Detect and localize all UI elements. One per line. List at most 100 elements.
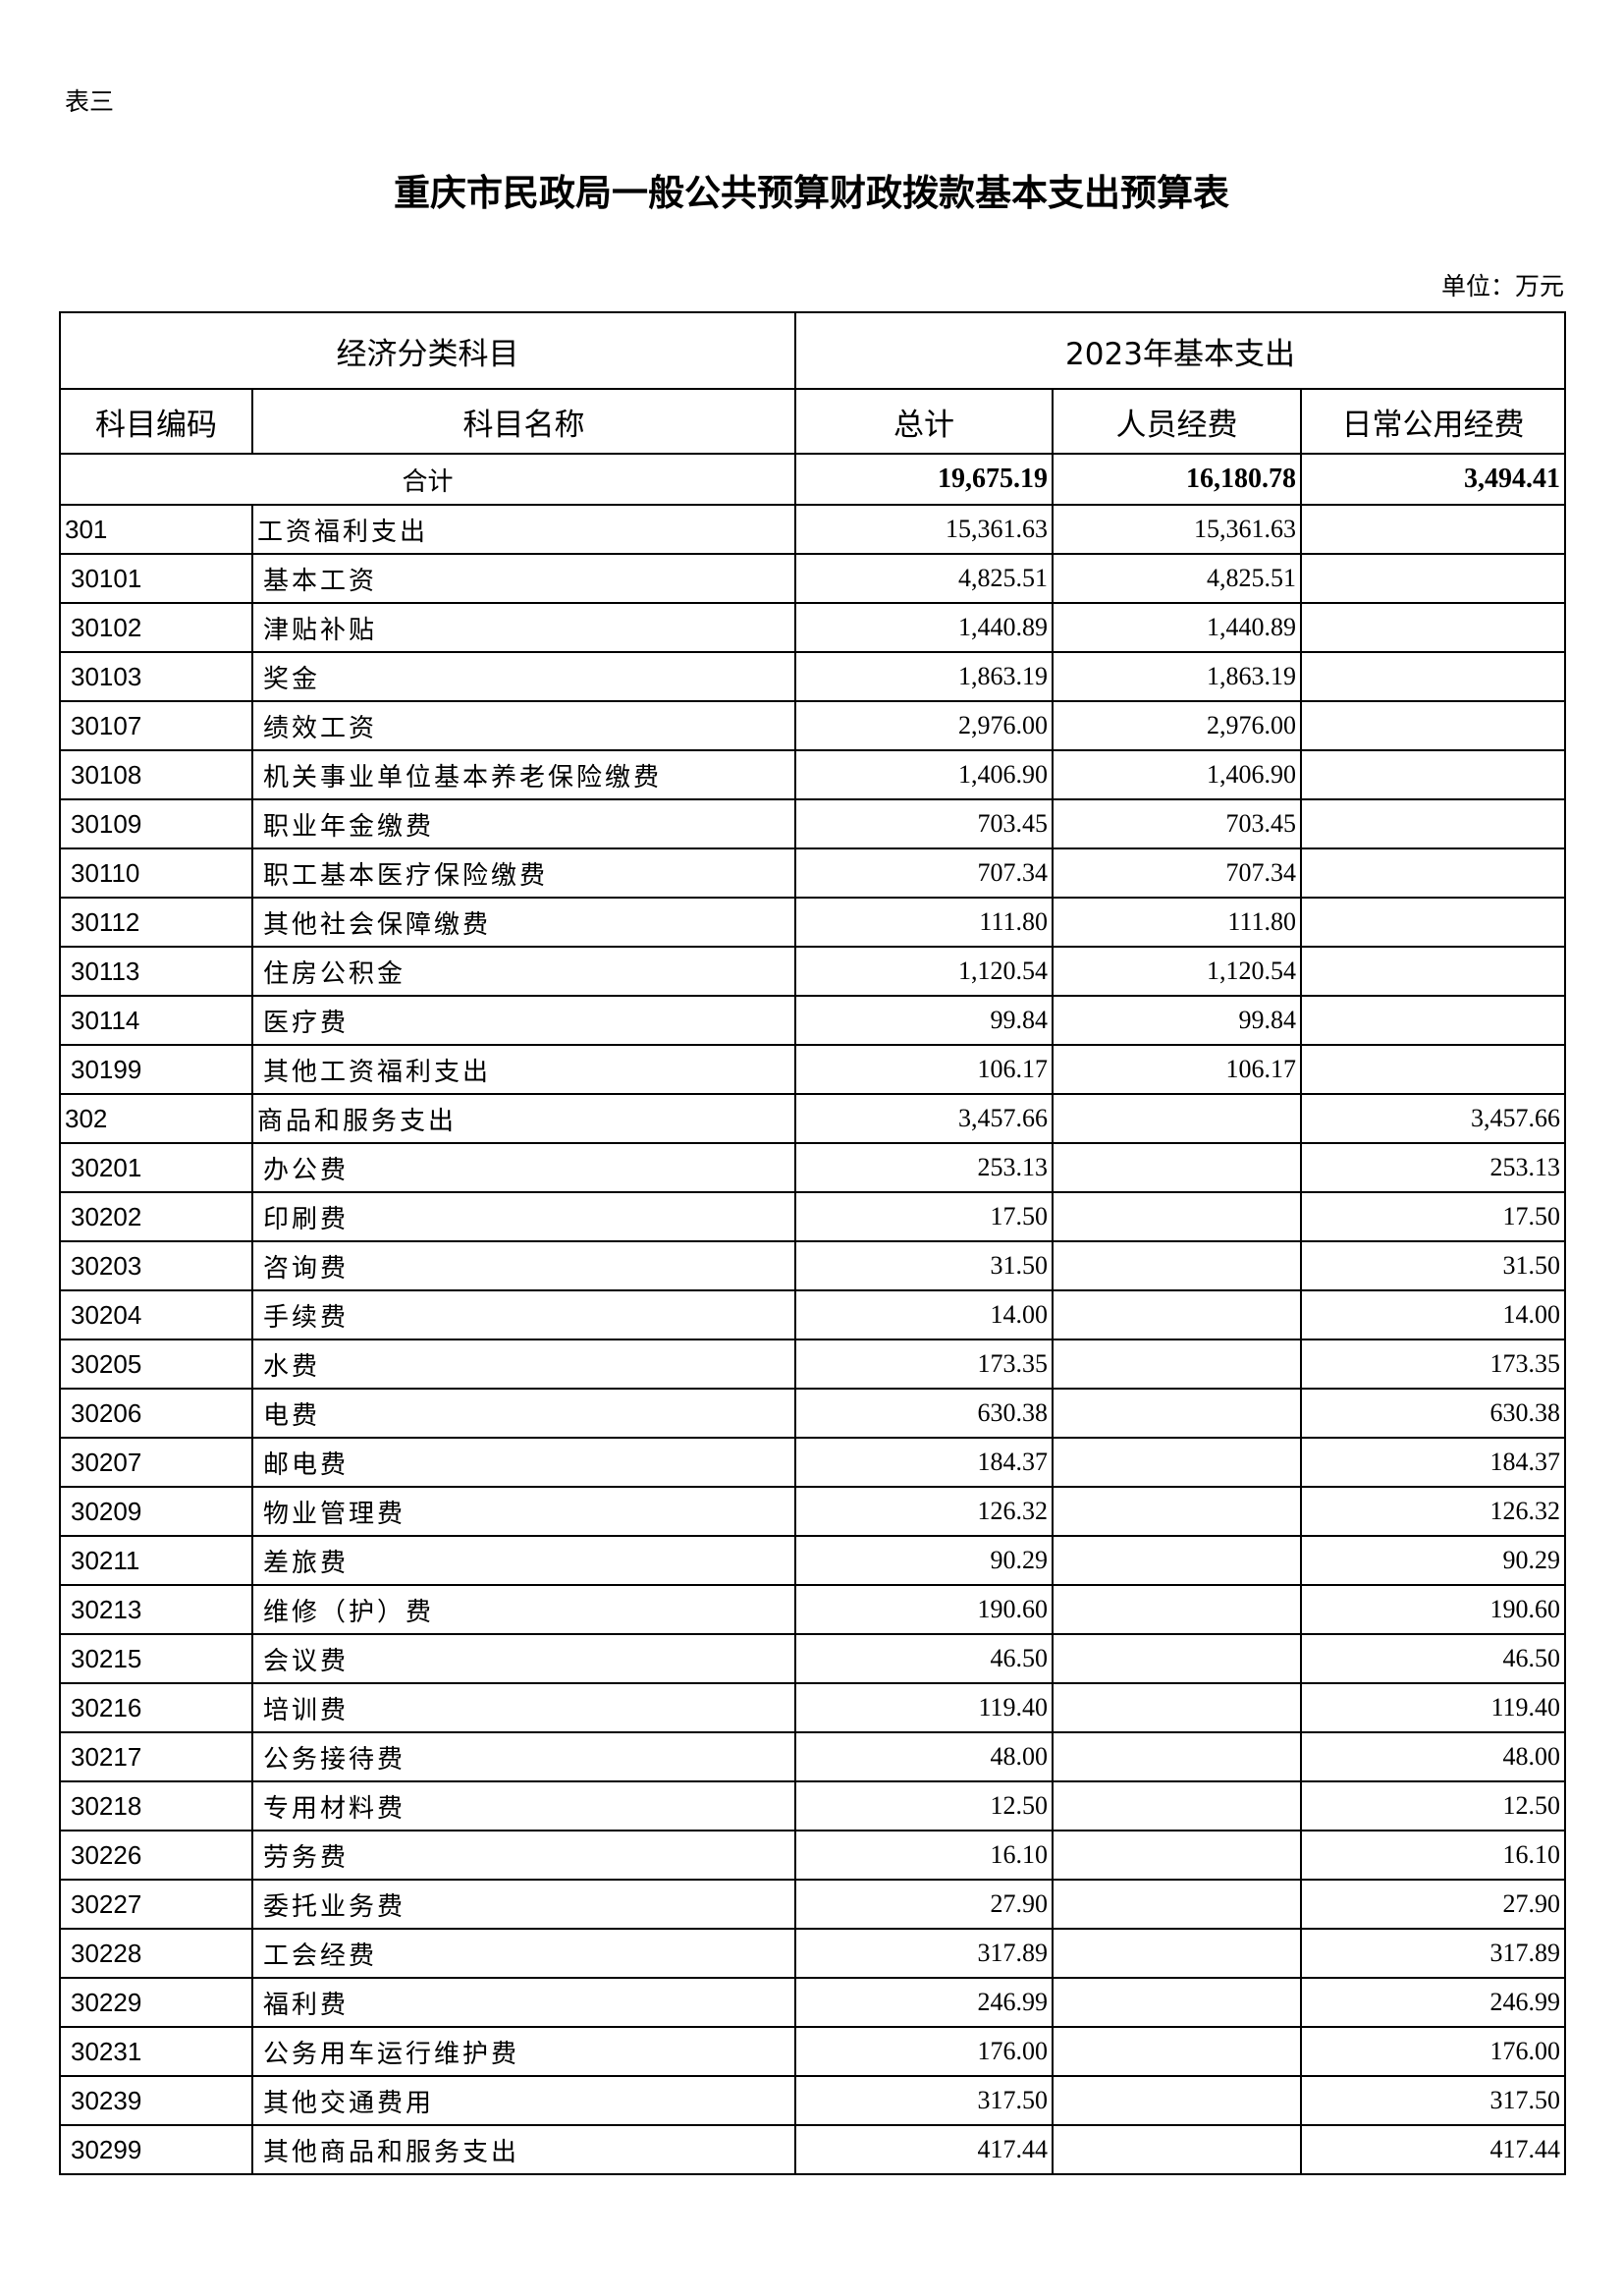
cell-public: 12.50 <box>1299 1780 1567 1831</box>
cell-total: 707.34 <box>794 847 1054 899</box>
cell-personnel <box>1052 1682 1302 1733</box>
table-row: 30112 其他社会保障缴费 111.80 111.80 <box>59 897 1567 948</box>
cell-code: 30114 <box>59 995 253 1046</box>
cell-public: 27.90 <box>1299 1879 1567 1930</box>
cell-public: 126.32 <box>1299 1486 1567 1537</box>
cell-code: 30201 <box>59 1142 253 1193</box>
cell-total: 253.13 <box>794 1142 1054 1193</box>
table-row: 30113 住房公积金 1,120.54 1,120.54 <box>59 946 1567 997</box>
cell-code: 30215 <box>59 1633 253 1684</box>
cell-personnel: 703.45 <box>1052 798 1302 849</box>
cell-personnel <box>1052 1633 1302 1684</box>
cell-total: 16.10 <box>794 1830 1054 1881</box>
cell-total: 1,120.54 <box>794 946 1054 997</box>
cell-name: 工资福利支出 <box>251 504 796 555</box>
cell-total: 246.99 <box>794 1977 1054 2028</box>
cell-name: 其他商品和服务支出 <box>251 2124 796 2175</box>
cell-code: 30110 <box>59 847 253 899</box>
table-row: 30239 其他交通费用 317.50 317.50 <box>59 2075 1567 2126</box>
cell-code: 30204 <box>59 1289 253 1340</box>
table-row: 30201 办公费 253.13 253.13 <box>59 1142 1567 1193</box>
cell-public <box>1299 995 1567 1046</box>
cell-personnel <box>1052 1142 1302 1193</box>
cell-personnel <box>1052 1240 1302 1291</box>
cell-public: 46.50 <box>1299 1633 1567 1684</box>
table-row: 30226 劳务费 16.10 16.10 <box>59 1830 1567 1881</box>
cell-personnel: 707.34 <box>1052 847 1302 899</box>
cell-public: 246.99 <box>1299 1977 1567 2028</box>
cell-total: 190.60 <box>794 1584 1054 1635</box>
cell-public: 176.00 <box>1299 2026 1567 2077</box>
table-row: 30205 水费 173.35 173.35 <box>59 1339 1567 1390</box>
cell-code: 30103 <box>59 651 253 702</box>
cell-code: 30202 <box>59 1191 253 1242</box>
cell-name: 手续费 <box>251 1289 796 1340</box>
cell-total: 31.50 <box>794 1240 1054 1291</box>
cell-code: 301 <box>59 504 253 555</box>
cell-personnel <box>1052 2026 1302 2077</box>
table-row: 30216 培训费 119.40 119.40 <box>59 1682 1567 1733</box>
cell-name: 咨询费 <box>251 1240 796 1291</box>
table-row: 302 商品和服务支出 3,457.66 3,457.66 <box>59 1093 1567 1144</box>
cell-total: 317.50 <box>794 2075 1054 2126</box>
cell-public: 317.50 <box>1299 2075 1567 2126</box>
cell-public: 190.60 <box>1299 1584 1567 1635</box>
table-row: 30228 工会经费 317.89 317.89 <box>59 1928 1567 1979</box>
cell-code: 30231 <box>59 2026 253 2077</box>
cell-name: 工会经费 <box>251 1928 796 1979</box>
table-row: 30215 会议费 46.50 46.50 <box>59 1633 1567 1684</box>
header-code: 科目编码 <box>59 388 253 455</box>
cell-name: 机关事业单位基本养老保险缴费 <box>251 749 796 800</box>
cell-name: 公务接待费 <box>251 1731 796 1782</box>
cell-name: 劳务费 <box>251 1830 796 1881</box>
cell-name: 委托业务费 <box>251 1879 796 1930</box>
table-row: 30101 基本工资 4,825.51 4,825.51 <box>59 553 1567 604</box>
table-row: 30107 绩效工资 2,976.00 2,976.00 <box>59 700 1567 751</box>
header-personnel: 人员经费 <box>1052 388 1302 455</box>
table-row: 30217 公务接待费 48.00 48.00 <box>59 1731 1567 1782</box>
cell-name: 电费 <box>251 1388 796 1439</box>
header-name: 科目名称 <box>251 388 796 455</box>
table-row: 30209 物业管理费 126.32 126.32 <box>59 1486 1567 1537</box>
cell-code: 30216 <box>59 1682 253 1733</box>
cell-total: 703.45 <box>794 798 1054 849</box>
cell-public: 48.00 <box>1299 1731 1567 1782</box>
table-row: 30211 差旅费 90.29 90.29 <box>59 1535 1567 1586</box>
cell-total: 317.89 <box>794 1928 1054 1979</box>
cell-code: 30109 <box>59 798 253 849</box>
cell-public <box>1299 504 1567 555</box>
cell-public <box>1299 749 1567 800</box>
cell-total: 46.50 <box>794 1633 1054 1684</box>
table-row: 30103 奖金 1,863.19 1,863.19 <box>59 651 1567 702</box>
table-row: 30110 职工基本医疗保险缴费 707.34 707.34 <box>59 847 1567 899</box>
table-row: 30213 维修（护）费 190.60 190.60 <box>59 1584 1567 1635</box>
cell-code: 30199 <box>59 1044 253 1095</box>
cell-name: 奖金 <box>251 651 796 702</box>
cell-personnel <box>1052 2075 1302 2126</box>
cell-code: 30101 <box>59 553 253 604</box>
cell-public <box>1299 847 1567 899</box>
budget-table: 经济分类科目 2023年基本支出 科目编码 科目名称 总计 人员经费 日常公用经… <box>59 311 1567 2175</box>
table-row: 30109 职业年金缴费 703.45 703.45 <box>59 798 1567 849</box>
cell-personnel <box>1052 2124 1302 2175</box>
cell-personnel <box>1052 1928 1302 1979</box>
cell-total: 99.84 <box>794 995 1054 1046</box>
cell-total: 176.00 <box>794 2026 1054 2077</box>
cell-code: 30102 <box>59 602 253 653</box>
cell-code: 30108 <box>59 749 253 800</box>
cell-personnel <box>1052 1339 1302 1390</box>
cell-total: 4,825.51 <box>794 553 1054 604</box>
cell-code: 30227 <box>59 1879 253 1930</box>
cell-total: 1,440.89 <box>794 602 1054 653</box>
cell-personnel <box>1052 1093 1302 1144</box>
cell-public: 317.89 <box>1299 1928 1567 1979</box>
cell-personnel: 1,440.89 <box>1052 602 1302 653</box>
cell-code: 30217 <box>59 1731 253 1782</box>
cell-public <box>1299 553 1567 604</box>
cell-personnel: 2,976.00 <box>1052 700 1302 751</box>
cell-personnel <box>1052 1437 1302 1488</box>
cell-personnel: 1,406.90 <box>1052 749 1302 800</box>
cell-total: 27.90 <box>794 1879 1054 1930</box>
cell-code: 30213 <box>59 1584 253 1635</box>
cell-total: 1,863.19 <box>794 651 1054 702</box>
